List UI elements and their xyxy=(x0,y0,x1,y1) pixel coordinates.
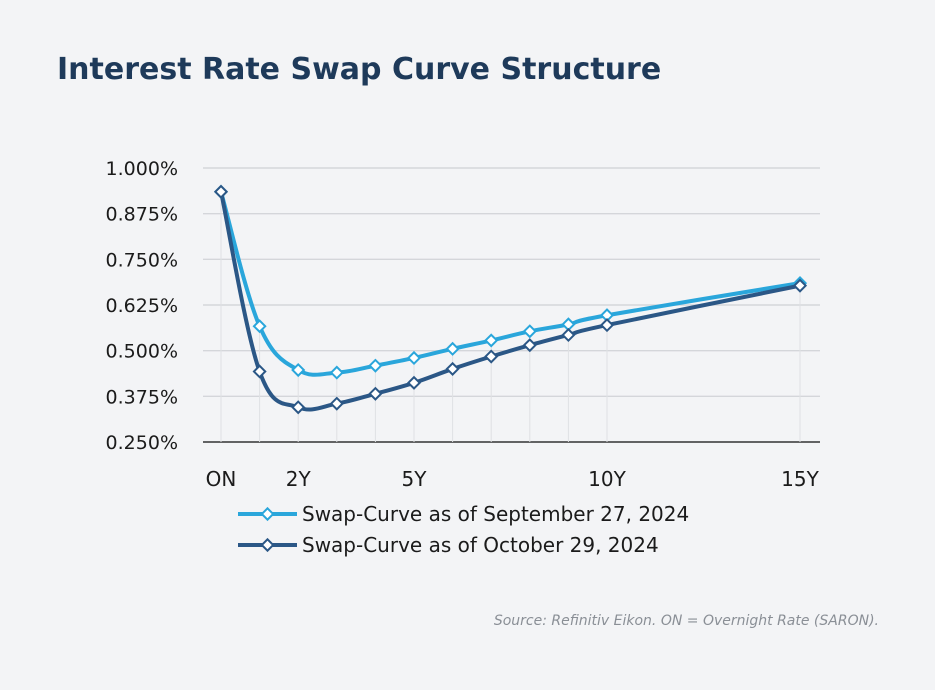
y-tick-label: 0.500% xyxy=(106,341,178,363)
legend-swatch-marker xyxy=(260,537,275,553)
data-point-marker xyxy=(599,308,615,323)
data-point-marker xyxy=(484,349,499,364)
y-tick-label: 0.875% xyxy=(106,204,178,226)
x-tick-label: 15Y xyxy=(781,467,819,491)
chart-title: Interest Rate Swap Curve Structure xyxy=(57,52,662,87)
grid-lines xyxy=(203,167,820,443)
series-line-1 xyxy=(219,189,802,377)
data-point-marker xyxy=(252,364,267,379)
data-point-marker xyxy=(329,396,344,411)
data-point-marker xyxy=(792,278,808,293)
x-axis-labels: ON 2Y 5Y 10Y 15Y xyxy=(206,467,820,491)
legend-swatch-marker xyxy=(260,506,275,522)
y-tick-label: 1.000% xyxy=(106,158,178,180)
data-point-marker xyxy=(445,341,460,356)
series-lines xyxy=(219,189,802,412)
data-point-marker xyxy=(329,365,344,380)
data-point-marker xyxy=(561,327,576,343)
data-point-marker xyxy=(522,324,537,339)
data-point-marker xyxy=(213,184,229,199)
y-tick-label: 0.625% xyxy=(106,295,178,317)
y-tick-label: 0.250% xyxy=(106,432,178,454)
x-tick-label: 10Y xyxy=(588,467,626,491)
data-point-marker xyxy=(445,361,460,377)
source-note: Source: Refinitiv Eikon. ON = Overnight … xyxy=(493,613,879,629)
data-point-marker xyxy=(406,350,422,366)
y-tick-label: 0.375% xyxy=(106,386,178,408)
data-point-marker xyxy=(522,338,537,353)
series-markers xyxy=(213,184,808,415)
legend-label: Swap-Curve as of September 27, 2024 xyxy=(302,502,689,526)
data-point-marker xyxy=(484,333,499,348)
legend: Swap-Curve as of September 27, 2024 Swap-… xyxy=(238,502,689,557)
data-point-marker xyxy=(252,319,267,334)
data-point-marker xyxy=(599,318,615,333)
y-axis-labels: 1.000% 0.875% 0.750% 0.625% 0.500% 0.375% 0.25… xyxy=(106,158,178,454)
x-tick-label: 5Y xyxy=(402,467,428,491)
legend-label: Swap-Curve as of October 29, 2024 xyxy=(302,533,659,557)
x-tick-label: 2Y xyxy=(286,467,312,491)
series-line-2 xyxy=(219,189,802,412)
x-tick-label: ON xyxy=(206,467,237,491)
data-point-marker xyxy=(291,400,306,415)
data-point-marker xyxy=(561,317,576,332)
y-tick-label: 0.750% xyxy=(106,249,178,271)
data-point-marker xyxy=(368,358,383,373)
data-point-marker xyxy=(406,375,422,390)
data-point-marker xyxy=(368,386,383,401)
data-point-marker xyxy=(291,362,306,378)
